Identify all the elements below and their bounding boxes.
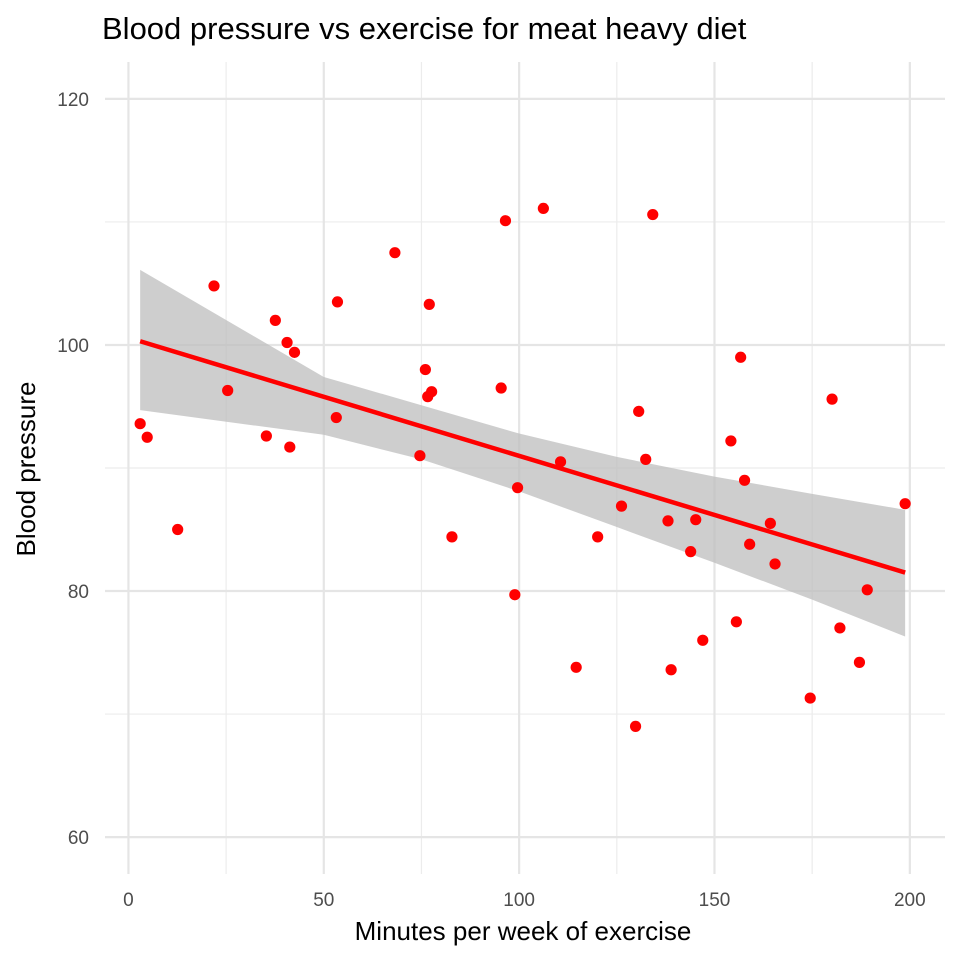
data-point — [509, 589, 521, 601]
trend-line — [139, 339, 906, 575]
data-point — [592, 531, 604, 543]
x-tick-label: 0 — [123, 890, 134, 911]
data-point — [141, 431, 153, 443]
data-point — [725, 435, 737, 447]
data-point — [629, 720, 642, 732]
data-point — [647, 208, 659, 221]
data-point — [499, 215, 512, 227]
data-point — [426, 386, 438, 398]
data-point — [697, 634, 709, 646]
data-point — [330, 411, 342, 424]
x-tick-label: 200 — [894, 890, 926, 911]
y-tick-label: 120 — [57, 90, 89, 111]
data-point — [662, 515, 674, 527]
x-tick-label: 50 — [313, 890, 334, 911]
data-point — [834, 622, 846, 634]
y-axis-label: Blood pressure — [11, 382, 41, 557]
data-point — [222, 384, 234, 397]
data-point — [172, 523, 184, 536]
confidence-band — [140, 269, 906, 637]
data-point — [735, 351, 747, 363]
x-tick-label: 100 — [503, 890, 535, 911]
data-point — [269, 314, 281, 326]
data-point — [769, 558, 781, 570]
data-point — [665, 664, 677, 676]
y-tick-label: 80 — [68, 582, 89, 603]
data-point — [495, 382, 507, 394]
data-point — [853, 656, 866, 668]
data-point — [861, 584, 873, 596]
data-point — [554, 456, 567, 468]
data-point — [640, 453, 652, 465]
data-point — [260, 430, 272, 442]
data-point — [685, 546, 697, 558]
data-point — [899, 498, 911, 510]
data-point — [804, 692, 816, 704]
x-tick-label: 150 — [699, 890, 731, 911]
data-point — [134, 418, 146, 430]
data-point — [419, 363, 431, 376]
data-point — [537, 202, 549, 215]
data-point — [744, 538, 756, 550]
data-points — [134, 202, 911, 732]
data-point — [690, 514, 702, 526]
data-point — [633, 405, 645, 418]
data-point — [284, 441, 296, 453]
x-axis-label: Minutes per week of exercise — [355, 916, 692, 946]
data-point — [389, 247, 401, 259]
data-point — [288, 346, 301, 358]
x-tick-labels: 0 50 100 150 200 — [123, 890, 926, 911]
data-point — [615, 500, 628, 512]
chart-title: Blood pressure vs exercise for meat heav… — [102, 11, 747, 46]
data-point — [826, 393, 838, 405]
y-tick-label: 100 — [57, 336, 89, 357]
data-point — [423, 298, 435, 310]
data-point — [730, 616, 742, 628]
data-point — [281, 336, 293, 349]
data-point — [331, 296, 344, 308]
data-point — [446, 531, 458, 543]
data-point — [738, 474, 751, 486]
data-point — [414, 450, 426, 462]
y-tick-labels: 60 80 100 120 — [57, 90, 89, 849]
data-point — [764, 517, 776, 529]
data-point — [208, 280, 220, 292]
data-point — [511, 482, 524, 494]
y-tick-label: 60 — [68, 828, 89, 849]
data-point — [570, 661, 582, 673]
